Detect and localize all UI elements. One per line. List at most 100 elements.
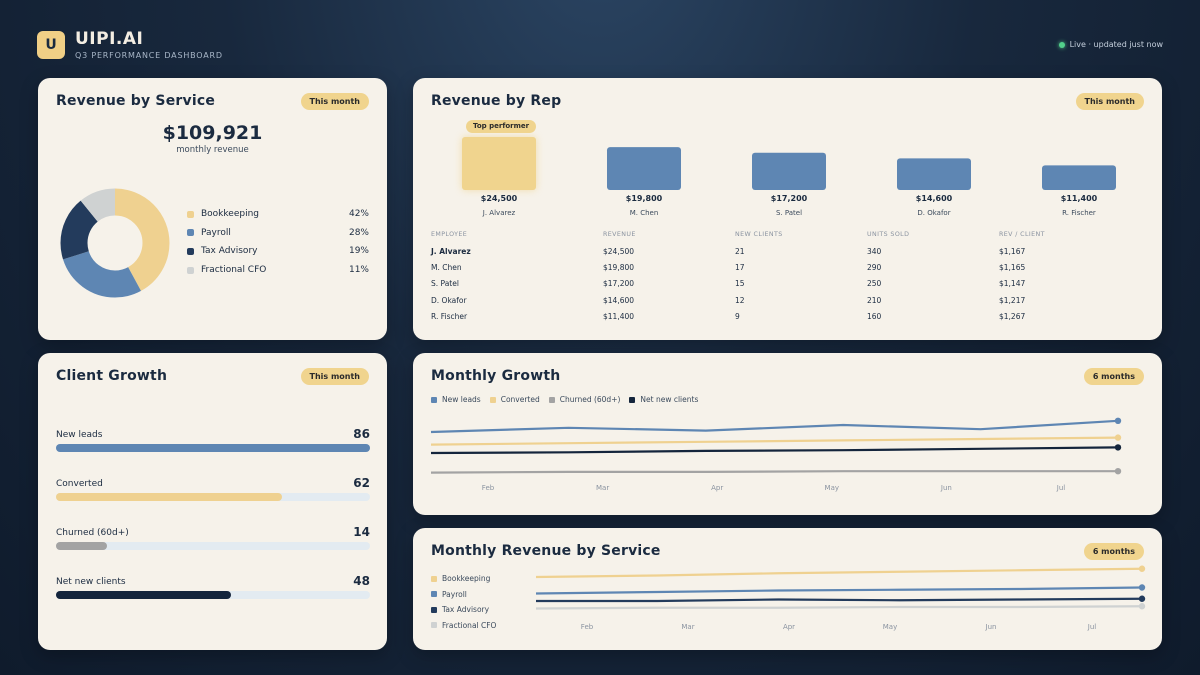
x-tick-label: Mar: [681, 623, 694, 631]
legend-item[interactable]: Bookkeeping: [431, 574, 490, 583]
card-title: Monthly Growth: [431, 368, 561, 384]
metric-label: Converted: [56, 479, 103, 489]
series-end-point[interactable]: [1114, 417, 1122, 424]
table-row[interactable]: D. Okafor $14,600 12 210 $1,217: [431, 292, 1145, 308]
rep-bar[interactable]: [1042, 165, 1116, 190]
period-badge[interactable]: This month: [1075, 93, 1144, 110]
legend-percent: 11%: [348, 265, 369, 276]
series-line-net-new-clients[interactable]: [430, 446, 1119, 455]
metric-label: Net new clients: [56, 577, 126, 587]
period-badge[interactable]: 6 months: [1083, 368, 1144, 385]
service-legend-item[interactable]: Fractional CFO 11%: [187, 265, 369, 275]
table-cell: 290: [867, 262, 882, 272]
progress-fill: [56, 542, 108, 550]
rep-bar-name: M. Chen: [629, 209, 659, 217]
service-legend-item[interactable]: Tax Advisory 19%: [187, 246, 369, 256]
client-growth-card: Client Growth This month New leads 86 Conv…: [38, 353, 387, 650]
series-line-new-leads[interactable]: [430, 419, 1119, 434]
series-line-bookkeeping[interactable]: [535, 567, 1143, 579]
service-legend-item[interactable]: Payroll 28%: [187, 228, 369, 238]
legend-label: Net new clients: [640, 395, 699, 404]
metric-value: 48: [353, 574, 370, 588]
rep-bar-value: $17,200: [770, 194, 808, 203]
x-tick-label: Jun: [985, 623, 997, 631]
table-cell: $1,267: [999, 311, 1026, 321]
legend-swatch-icon: [187, 229, 194, 237]
rep-bar[interactable]: [752, 152, 826, 190]
series-line-converted[interactable]: [430, 436, 1119, 446]
series-line-tax-advisory[interactable]: [536, 597, 1143, 603]
card-title: Monthly Revenue by Service: [431, 543, 661, 559]
table-cell: $1,165: [999, 262, 1026, 272]
progress-fill: [56, 493, 283, 501]
legend-item[interactable]: Churned (60d+): [548, 395, 621, 404]
donut-slice-payroll[interactable]: [60, 188, 170, 298]
table-cell: 160: [867, 311, 882, 321]
x-tick-label: Apr: [783, 623, 795, 631]
series-end-point[interactable]: [1114, 444, 1122, 451]
metric-value: 86: [353, 427, 370, 441]
table-row[interactable]: M. Chen $19,800 17 290 $1,165: [431, 259, 1145, 275]
legend-swatch-icon: [489, 396, 496, 403]
series-line-payroll[interactable]: [535, 586, 1143, 595]
table-row[interactable]: J. Alvarez $24,500 21 340 $1,167: [431, 243, 1145, 259]
rep-bar[interactable]: [462, 137, 536, 190]
series-line-fractional-cfo[interactable]: [535, 605, 1143, 610]
legend-swatch-icon: [431, 575, 437, 582]
x-tick-label: Feb: [482, 484, 495, 492]
period-badge[interactable]: This month: [300, 368, 369, 385]
table-cell: 9: [735, 311, 740, 321]
donut-slice-fractional-cfo[interactable]: [60, 188, 170, 298]
legend-item[interactable]: Payroll: [431, 590, 467, 599]
table-row[interactable]: R. Fischer $11,400 9 160 $1,267: [431, 308, 1145, 324]
legend-swatch-icon: [431, 622, 437, 628]
table-cell: 15: [735, 279, 745, 289]
column-header: NEW CLIENTS: [735, 230, 783, 238]
table-cell: 250: [867, 279, 882, 289]
series-end-point[interactable]: [1138, 595, 1146, 602]
period-badge[interactable]: 6 months: [1083, 543, 1144, 560]
live-dot-icon: [1058, 41, 1065, 48]
client-growth-row: Converted 62: [56, 476, 370, 501]
progress-fill: [56, 591, 232, 599]
table-cell: $14,600: [603, 295, 635, 305]
legend-swatch-icon: [431, 591, 437, 597]
brand-name: UIPI.AI: [75, 29, 144, 49]
series-end-point[interactable]: [1114, 434, 1122, 441]
rep-bar[interactable]: [607, 147, 681, 190]
legend-item[interactable]: Converted: [489, 395, 540, 404]
legend-item[interactable]: Net new clients: [629, 395, 698, 404]
series-end-point[interactable]: [1114, 468, 1122, 475]
rep-bar-value: $19,800: [625, 194, 663, 203]
table-cell: D. Okafor: [431, 295, 467, 305]
legend-percent: 19%: [348, 246, 369, 257]
table-cell: 21: [735, 246, 745, 256]
table-row[interactable]: S. Patel $17,200 15 250 $1,147: [431, 276, 1145, 292]
progress-track: [56, 444, 370, 452]
legend-item[interactable]: New leads: [431, 395, 481, 404]
series-line-churned-60d-[interactable]: [430, 470, 1118, 474]
series-end-point[interactable]: [1138, 584, 1146, 591]
table-cell: 340: [867, 246, 882, 256]
table-cell: $11,400: [603, 311, 635, 321]
x-tick-label: Jul: [1087, 623, 1097, 631]
legend-item[interactable]: Fractional CFO: [431, 621, 496, 630]
rep-table: EMPLOYEE REVENUE NEW CLIENTS UNITS SOLD …: [431, 228, 1145, 324]
legend-label: Bookkeeping: [442, 574, 491, 583]
legend-item[interactable]: Tax Advisory: [431, 605, 489, 614]
legend-percent: 28%: [348, 227, 369, 238]
rep-bar[interactable]: [897, 158, 971, 190]
series-end-point[interactable]: [1138, 603, 1146, 610]
live-status-text: Live · updated just now: [1069, 40, 1163, 49]
x-tick-label: Feb: [581, 623, 594, 631]
period-badge[interactable]: This month: [300, 93, 369, 110]
series-end-point[interactable]: [1138, 565, 1146, 572]
metric-label: New leads: [56, 430, 103, 440]
progress-fill: [56, 444, 370, 452]
service-legend-item[interactable]: Bookkeeping 42%: [187, 209, 369, 219]
donut-slice-tax-advisory[interactable]: [60, 188, 170, 298]
legend-label: Churned (60d+): [559, 395, 621, 404]
table-cell: 17: [735, 262, 745, 272]
table-cell: $24,500: [603, 246, 635, 256]
monthly-revenue-card: Monthly Revenue by Service 6 months Book…: [413, 528, 1162, 650]
